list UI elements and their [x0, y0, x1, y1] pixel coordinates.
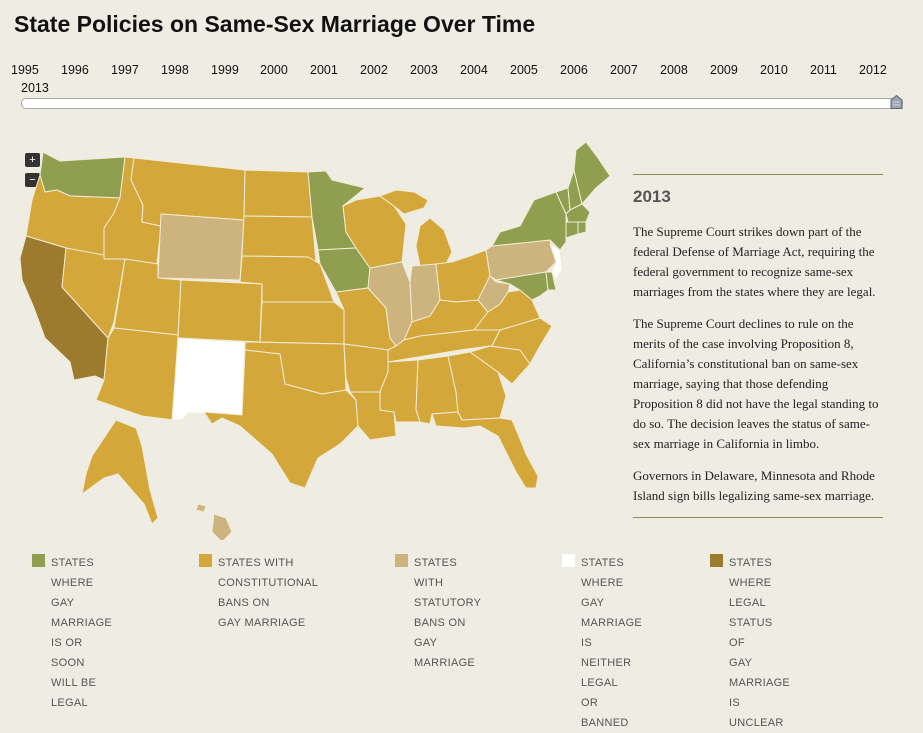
- legend-swatch: [395, 554, 408, 567]
- info-paragraph-3: Governors in Delaware, Minnesota and Rho…: [633, 468, 875, 503]
- legend-panel: [18, 540, 885, 634]
- info-bottom-rule: [633, 517, 883, 518]
- state-de[interactable]: [545, 271, 557, 291]
- state-ri[interactable]: [577, 221, 587, 235]
- state-nm[interactable]: [171, 337, 246, 421]
- year-2003[interactable]: 2003: [410, 63, 438, 77]
- info-paragraph-1: The Supreme Court strikes down part of t…: [633, 224, 876, 299]
- year-2002[interactable]: 2002: [360, 63, 388, 77]
- state-tx[interactable]: [203, 349, 359, 489]
- info-top-rule: [633, 174, 883, 175]
- state-ny[interactable]: [491, 191, 567, 251]
- year-2005[interactable]: 2005: [510, 63, 538, 77]
- legend-swatch: [710, 554, 723, 567]
- year-2013[interactable]: 2013: [21, 81, 49, 95]
- state-co[interactable]: [177, 279, 263, 343]
- year-1996[interactable]: 1996: [61, 63, 89, 77]
- state-nd[interactable]: [243, 169, 313, 218]
- year-1995[interactable]: 1995: [11, 63, 39, 77]
- legend-label: STATES WHERE LEGAL STATUS OF GAY MARRIAG…: [729, 557, 791, 729]
- legend-label: STATES WHERE GAY MARRIAGE IS OR SOON WIL…: [51, 557, 113, 709]
- year-1997[interactable]: 1997: [111, 63, 139, 77]
- legend-swatch: [562, 554, 575, 567]
- info-text: The Supreme Court strikes down part of t…: [633, 222, 885, 518]
- info-paragraph-2: The Supreme Court declines to rule on th…: [633, 316, 879, 451]
- legend-label: STATES WITH CONSTITUTIONAL BANS ON GAY M…: [218, 557, 318, 629]
- zoom-out-button[interactable]: −: [25, 173, 40, 187]
- year-2000[interactable]: 2000: [260, 63, 288, 77]
- timeline-slider-handle[interactable]: [890, 95, 903, 109]
- year-2011[interactable]: 2011: [810, 63, 837, 77]
- timeline-years: 1995 1996 1997 1998 1999 2000 2001 2002 …: [0, 62, 923, 95]
- legend-swatch: [199, 554, 212, 567]
- info-year: 2013: [633, 187, 671, 206]
- us-map[interactable]: [0, 130, 620, 540]
- state-mi-up[interactable]: [379, 189, 429, 215]
- year-2008[interactable]: 2008: [660, 63, 688, 77]
- state-sd[interactable]: [241, 215, 317, 263]
- state-nc[interactable]: [459, 317, 553, 365]
- zoom-in-button[interactable]: +: [25, 153, 40, 167]
- legend-label: STATES WHERE GAY MARRIAGE IS NEITHER LEG…: [581, 557, 643, 729]
- state-me[interactable]: [573, 141, 611, 205]
- state-ak[interactable]: [81, 419, 159, 525]
- year-2012[interactable]: 2012: [859, 63, 887, 77]
- year-2009[interactable]: 2009: [710, 63, 738, 77]
- state-fl[interactable]: [431, 411, 539, 489]
- year-2006[interactable]: 2006: [560, 63, 588, 77]
- year-1999[interactable]: 1999: [211, 63, 239, 77]
- timeline-slider-track[interactable]: [21, 98, 903, 109]
- state-ks[interactable]: [259, 301, 345, 345]
- legend-label: STATES WITH STATUTORY BANS ON GAY MARRIA…: [414, 557, 482, 669]
- year-1998[interactable]: 1998: [161, 63, 189, 77]
- state-az[interactable]: [95, 327, 179, 421]
- state-mi[interactable]: [415, 217, 453, 267]
- state-hi[interactable]: [211, 513, 233, 540]
- legend-swatch: [32, 554, 45, 567]
- year-2007[interactable]: 2007: [610, 63, 638, 77]
- state-hi-small[interactable]: [195, 503, 207, 513]
- page-title: State Policies on Same-Sex Marriage Over…: [14, 11, 536, 37]
- state-ct[interactable]: [565, 221, 579, 239]
- year-2010[interactable]: 2010: [760, 63, 788, 77]
- year-2004[interactable]: 2004: [460, 63, 488, 77]
- state-ar[interactable]: [343, 343, 389, 393]
- state-wy[interactable]: [157, 213, 245, 281]
- year-2001[interactable]: 2001: [310, 63, 338, 77]
